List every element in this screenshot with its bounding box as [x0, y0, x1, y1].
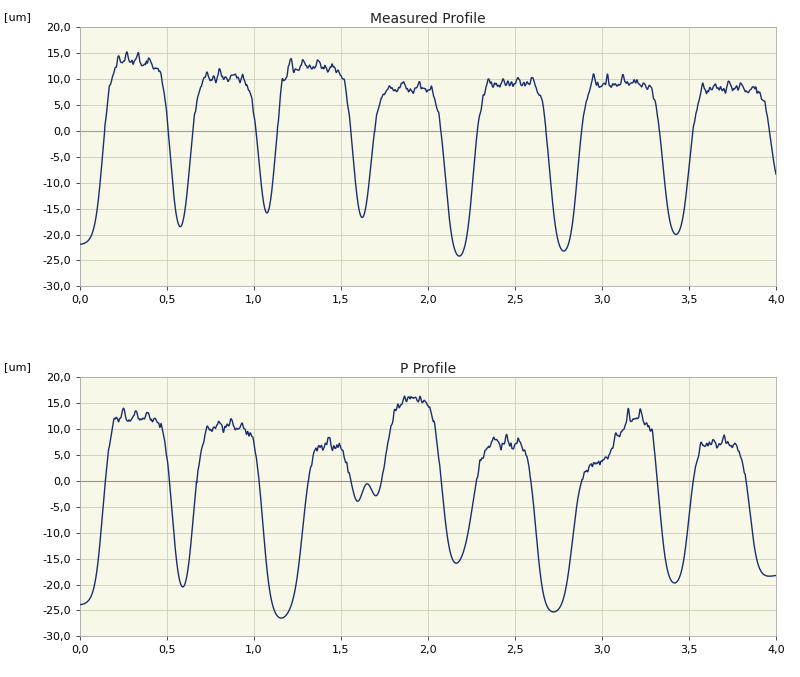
Title: P Profile: P Profile: [400, 362, 456, 376]
Title: Measured Profile: Measured Profile: [370, 12, 486, 26]
Y-axis label: [um]: [um]: [4, 12, 30, 22]
Y-axis label: [um]: [um]: [4, 362, 30, 372]
